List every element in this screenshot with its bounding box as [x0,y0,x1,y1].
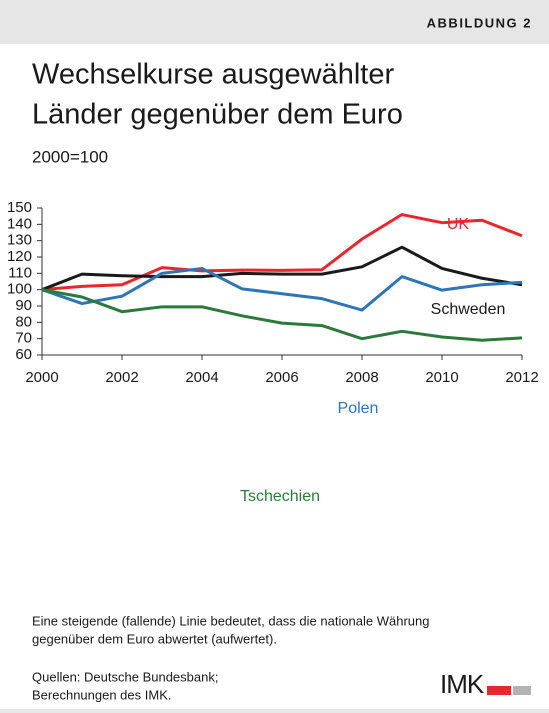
y-tick-label: 150 [7,199,32,216]
series-label: Tschechien [240,488,320,505]
bottom-bar [0,709,549,713]
subtitle: 2000=100 [32,147,108,166]
y-tick-label: 90 [15,297,32,314]
y-tick-label: 140 [7,215,32,232]
chart-title: Länder gegenüber dem Euro [32,99,403,131]
line [41,213,523,292]
series-label: UK [447,216,470,233]
source: Berechnungen des IMK. [32,687,171,702]
y-tick-label: 60 [15,346,32,363]
logo: IMK [440,669,485,699]
x-tick-label: 2008 [345,369,378,386]
line [41,245,523,292]
chart-title: Wechselkurse ausgewählter [32,59,394,91]
series-label: Polen [338,400,379,417]
y-tick-label: 70 [15,330,32,347]
note: gegenüber dem Euro abwertet (aufwertet). [32,631,277,646]
note: Eine steigende (fallende) Linie bedeutet… [32,613,430,628]
x-tick-label: 2006 [265,369,298,386]
y-tick-label: 110 [8,264,32,281]
x-tick-label: 2000 [25,369,58,386]
y-tick-label: 120 [7,248,32,265]
x-tick-label: 2012 [505,369,538,386]
logo-bar [487,686,511,695]
header-bar [0,0,549,44]
header: ABBILDUNG 2 [427,15,532,30]
source: Quellen: Deutsche Bundesbank; [32,669,218,684]
logo-bar [513,686,531,695]
line [41,288,523,342]
y-tick-label: 100 [7,281,32,298]
series-label: Schweden [431,301,506,318]
line [41,266,523,312]
y-tick-label: 80 [15,313,32,330]
y-tick-label: 130 [7,232,32,249]
x-tick-label: 2002 [105,369,138,386]
x-tick-label: 2004 [185,369,218,386]
x-tick-label: 2010 [425,369,458,386]
